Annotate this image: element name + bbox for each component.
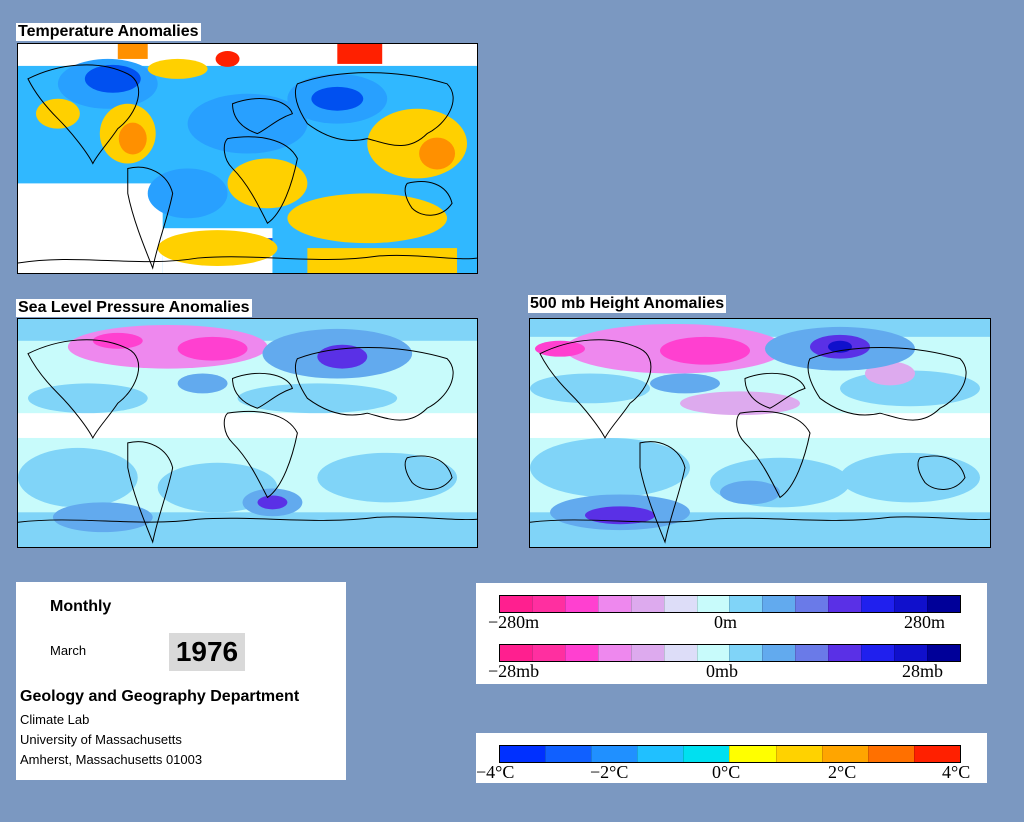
height-scale-swatch xyxy=(795,596,829,612)
period-label: Monthly xyxy=(50,598,112,615)
pressure-color-scale xyxy=(499,644,961,662)
height-scale-swatch xyxy=(926,596,960,612)
height-scale-swatch xyxy=(564,596,598,612)
temp-label-3: 2°C xyxy=(828,762,857,782)
sea-level-pressure-map xyxy=(17,318,478,548)
temperature-scale-swatch xyxy=(821,746,868,762)
height-label-max: 280m xyxy=(904,612,946,632)
height-scale-swatch xyxy=(894,596,927,612)
pressure-label-min: −28mb xyxy=(488,661,540,681)
anomaly-legend: −280m 0m 280m −28mb 0mb 28mb xyxy=(476,583,987,684)
temp-label-0: −4°C xyxy=(476,762,515,782)
pressure-scale-swatch xyxy=(564,645,598,661)
temperature-scale-swatch xyxy=(500,746,546,762)
height-scale-swatch xyxy=(630,596,664,612)
temp-label-1: −2°C xyxy=(590,762,629,782)
pressure-scale-swatch xyxy=(729,645,763,661)
height-scale-swatch xyxy=(531,596,565,612)
month-label: March xyxy=(50,643,87,658)
lab-name: Climate Lab xyxy=(20,712,90,727)
height-scale-swatch xyxy=(762,596,796,612)
height-scale-swatch xyxy=(729,596,763,612)
university-name: University of Massachusetts xyxy=(20,732,182,747)
height500-map-title: 500 mb Height Anomalies xyxy=(528,295,727,313)
height-scale-swatch xyxy=(828,596,862,612)
department-name: Geology and Geography Department xyxy=(20,688,300,705)
pressure-scale-swatch xyxy=(894,645,927,661)
height-scale-swatch xyxy=(663,596,697,612)
temp-label-2: 0°C xyxy=(712,762,741,782)
info-panel: Monthly March 1976 Geology and Geography… xyxy=(16,582,346,780)
temperature-anomaly-map xyxy=(17,43,478,274)
address: Amherst, Massachusetts 01003 xyxy=(20,752,203,767)
temperature-color-scale xyxy=(499,745,961,763)
pressure-scale-swatch xyxy=(630,645,664,661)
year-label: 1976 xyxy=(169,633,245,671)
pressure-scale-swatch xyxy=(861,645,895,661)
pressure-scale-swatch xyxy=(663,645,697,661)
pressure-label-mid: 0mb xyxy=(706,661,739,681)
temperature-scale-swatch xyxy=(775,746,822,762)
height-scale-swatch xyxy=(696,596,730,612)
temperature-scale-swatch xyxy=(545,746,592,762)
pressure-scale-swatch xyxy=(597,645,631,661)
pressure-scale-swatch xyxy=(795,645,829,661)
pressure-scale-swatch xyxy=(828,645,862,661)
pressure-scale-swatch xyxy=(500,645,532,661)
temperature-legend: −4°C −2°C 0°C 2°C 4°C xyxy=(476,733,987,783)
temperature-scale-swatch xyxy=(591,746,638,762)
temp-label-4: 4°C xyxy=(942,762,971,782)
height-500mb-map xyxy=(529,318,991,548)
pressure-scale-swatch xyxy=(531,645,565,661)
height-label-min: −280m xyxy=(488,612,540,632)
pressure-scale-swatch xyxy=(696,645,730,661)
temperature-scale-swatch xyxy=(729,746,776,762)
temperature-scale-swatch xyxy=(683,746,730,762)
height-color-scale xyxy=(499,595,961,613)
pressure-scale-swatch xyxy=(762,645,796,661)
pressure-scale-swatch xyxy=(926,645,960,661)
height-label-mid: 0m xyxy=(714,612,738,632)
temperature-map-title: Temperature Anomalies xyxy=(16,23,201,41)
height-scale-swatch xyxy=(861,596,895,612)
slp-map-title: Sea Level Pressure Anomalies xyxy=(16,299,252,317)
temperature-scale-swatch xyxy=(913,746,960,762)
temperature-scale-swatch xyxy=(867,746,914,762)
height-scale-swatch xyxy=(500,596,532,612)
temperature-scale-swatch xyxy=(637,746,684,762)
pressure-label-max: 28mb xyxy=(902,661,944,681)
height-scale-swatch xyxy=(597,596,631,612)
